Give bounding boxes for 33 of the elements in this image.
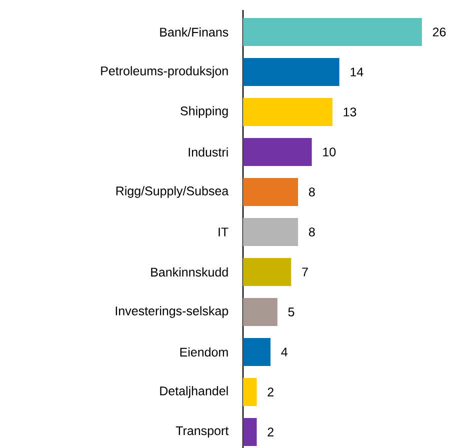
bar [243,338,271,366]
y-tick-label: Detaljhandel [160,386,228,398]
data-label: 4 [281,348,288,356]
data-label: 2 [268,428,274,436]
bar [243,218,298,246]
y-tick-label: Industri [188,147,228,157]
data-label: 8 [308,188,315,196]
bar [243,418,257,446]
data-label: 14 [350,68,364,76]
y-tick-label: Shipping [180,106,228,118]
data-label: 26 [432,28,446,36]
y-tick-label: Petroleums-produksjon [101,66,228,78]
bar [243,18,422,46]
data-label: 10 [323,148,336,156]
data-label: 5 [288,308,294,316]
y-tick-label: Bank/Finans [160,27,228,37]
bar [243,98,332,126]
bar [243,178,298,206]
data-label: 7 [302,268,308,276]
bar [243,258,292,286]
bar [243,298,278,326]
y-tick-label: IT [218,228,228,236]
y-tick-label: Rigg/Supply/Subsea [116,186,229,198]
bar [243,378,257,406]
data-label: 2 [268,388,274,396]
y-tick-label: Investerings-selskap [116,306,228,318]
data-label: 8 [308,228,315,236]
bar [243,58,340,86]
y-tick-label: Transport [176,426,229,438]
y-tick-label: Bankinnskudd [151,267,228,277]
data-label: 13 [344,108,356,116]
y-tick-label: Eiendom [180,347,228,357]
bar [243,138,312,166]
